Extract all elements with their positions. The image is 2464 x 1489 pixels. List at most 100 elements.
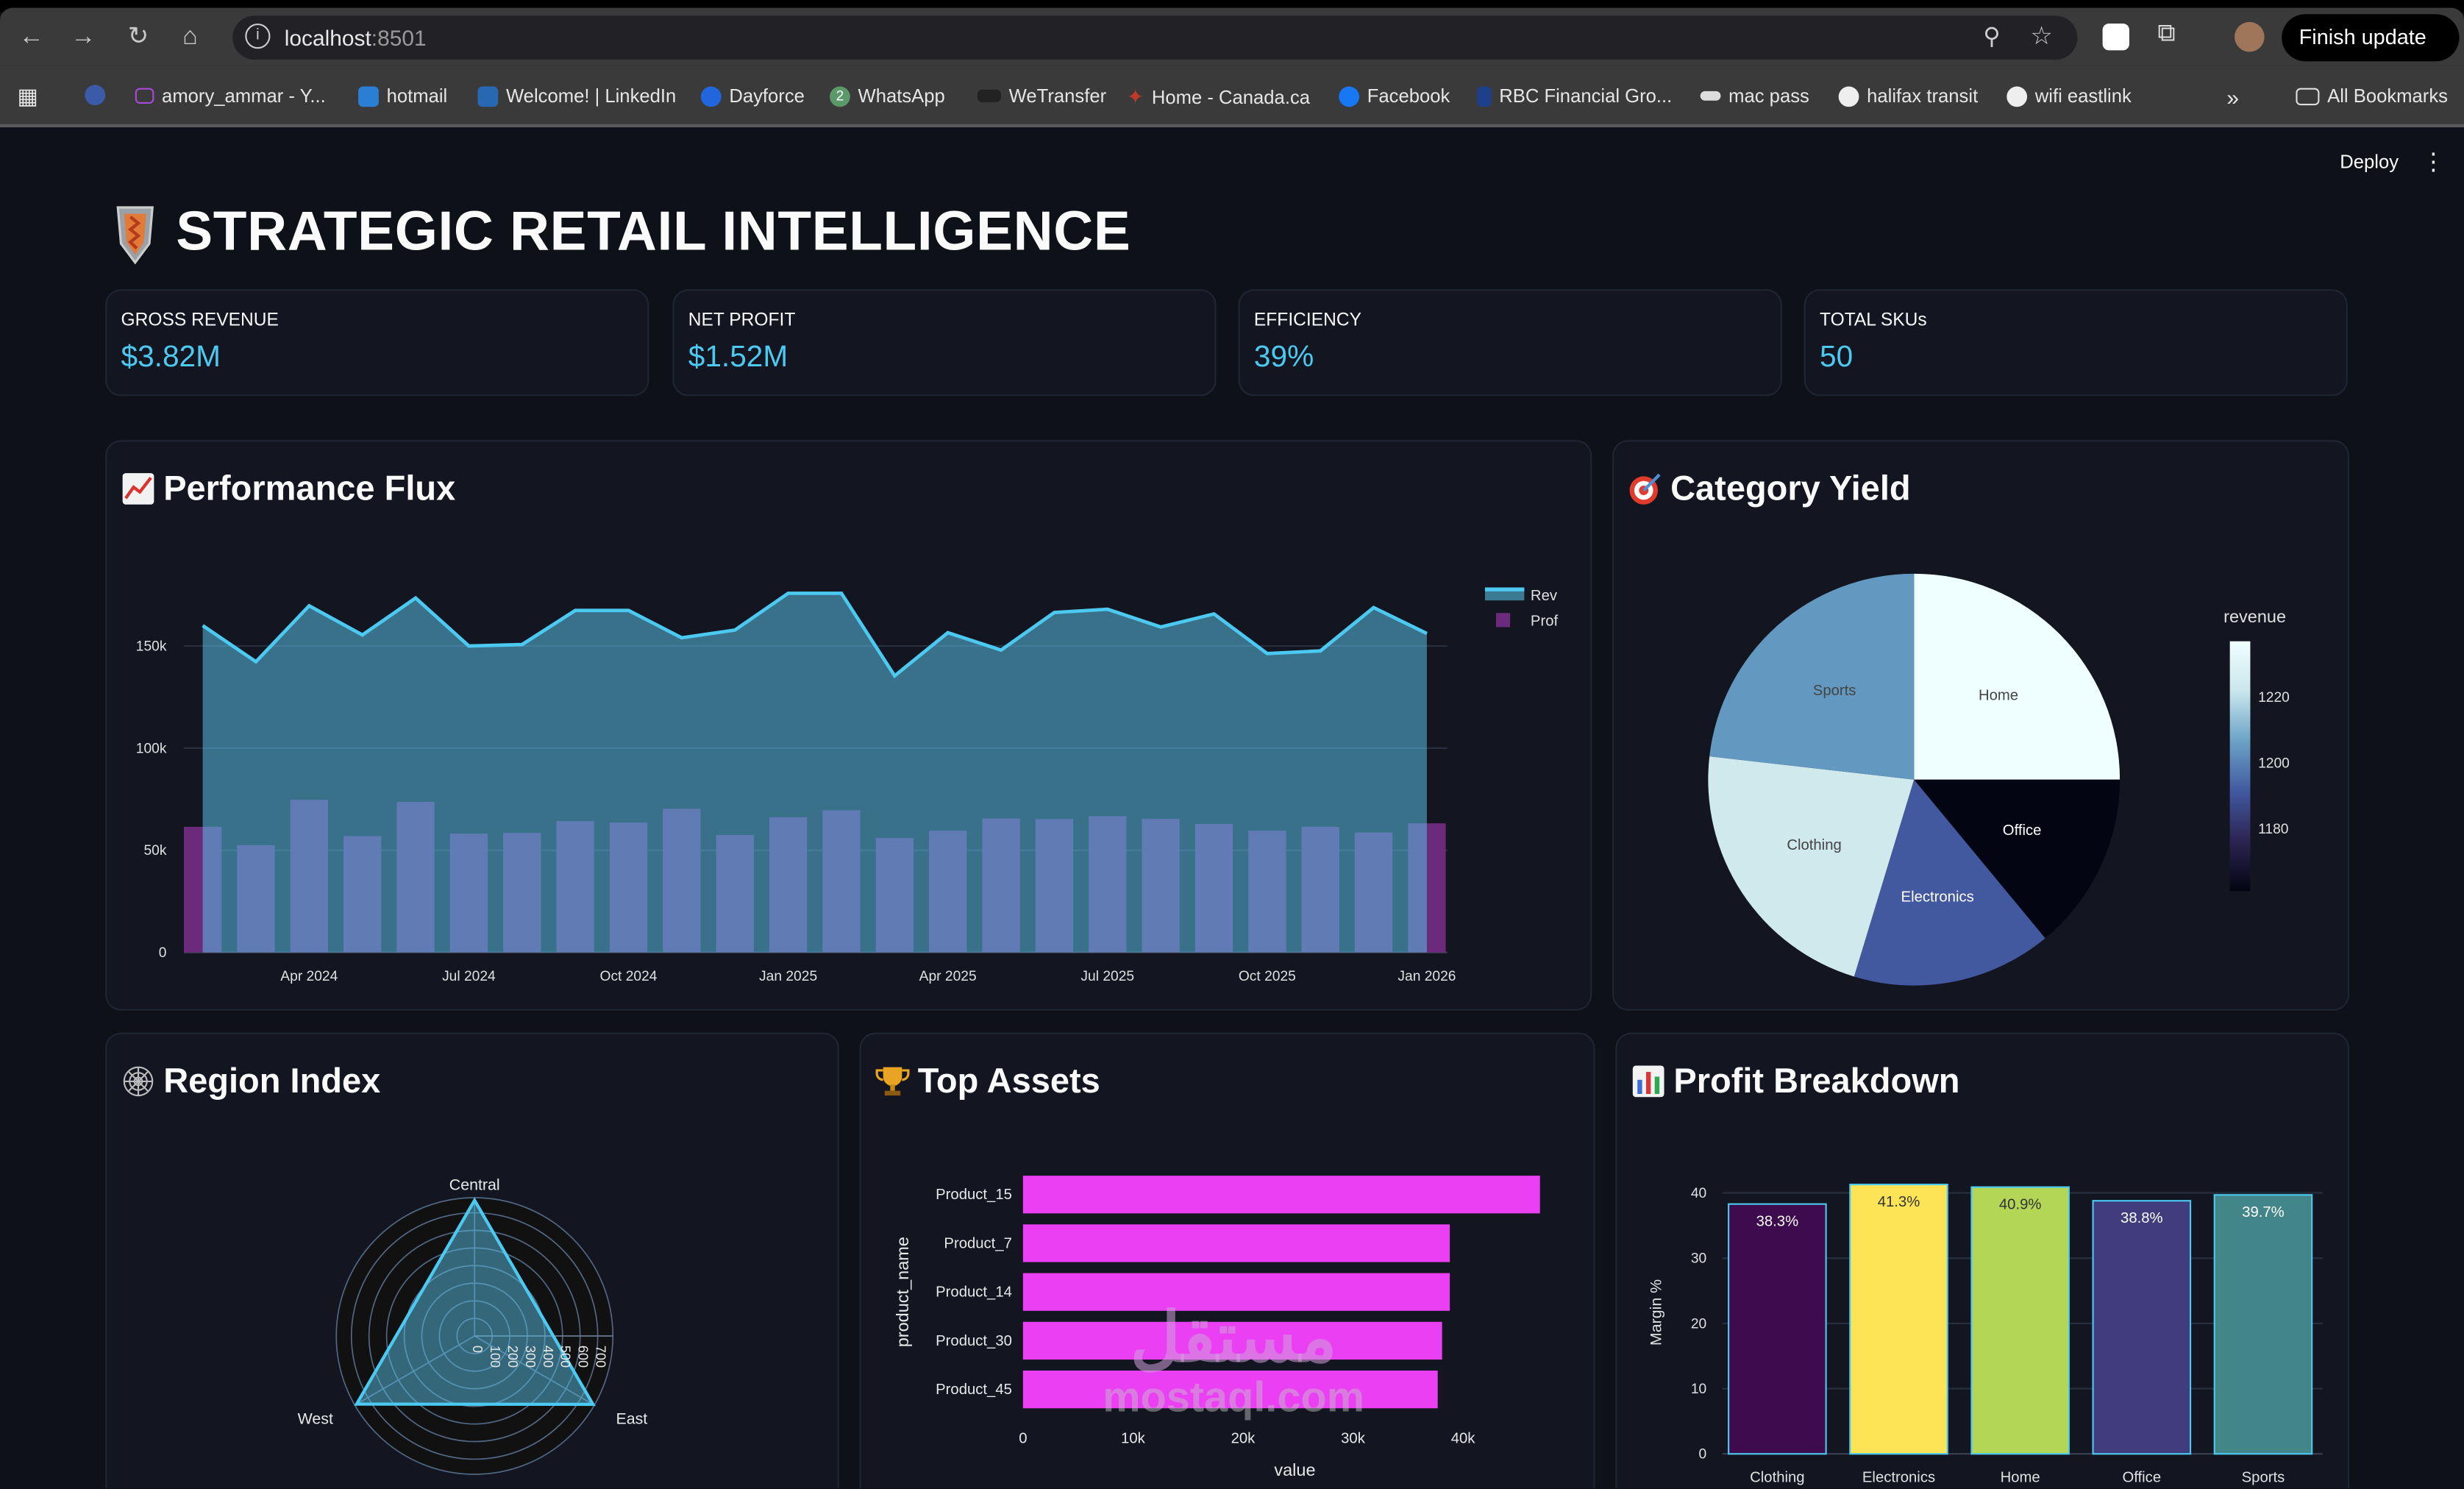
url-text: localhost:8501 [285, 25, 427, 50]
bookmark-label: Welcome! | LinkedIn [505, 85, 677, 107]
all-bookmarks[interactable]: All Bookmarks [2296, 85, 2448, 107]
extension-icon[interactable] [2102, 24, 2129, 51]
x-tick-label: Clothing [1750, 1470, 1804, 1486]
profit-bar [2213, 1194, 2313, 1455]
chart-increasing-icon [122, 473, 154, 505]
asset-label: Product_7 [944, 1235, 1011, 1251]
performance-chart[interactable]: 0 50k 100k 150k Apr 2024 Jul 2024 Oct 2024 Jan … [107, 441, 1592, 1010]
bookmark-item[interactable]: hotmail [358, 85, 447, 107]
pie-label: Clothing [1787, 837, 1841, 853]
pie-slice-home [1914, 573, 2121, 780]
y-tick-label: 30 [1691, 1251, 1706, 1267]
radial-tick-label: 500 [558, 1346, 573, 1368]
bookmark-item[interactable]: Welcome! | LinkedIn [477, 85, 676, 107]
bar-value-label: 38.8% [2121, 1210, 2163, 1226]
pie-slice-office [1914, 779, 2121, 939]
bookmark-item[interactable]: RBC Financial Gro... [1477, 85, 1672, 107]
axis-label-central: Central [449, 1176, 500, 1193]
whatsapp-icon: 2 [830, 85, 850, 107]
finish-update-button[interactable]: Finish update ⋮ [2282, 14, 2460, 96]
card-title: Top Assets [917, 1061, 1100, 1101]
radial-tick-label: 200 [505, 1346, 520, 1368]
rbc-icon [1477, 85, 1492, 107]
avatar[interactable] [2235, 21, 2265, 52]
radial-tick-label: 100 [488, 1346, 502, 1368]
bookmarks-bar: ▦ amory_ammar - Y... hotmail Welcome! | … [0, 65, 2464, 128]
bookmark-label: Facebook [1367, 85, 1450, 107]
legend-rev-swatch [1484, 589, 1525, 601]
hotmail-icon [358, 85, 379, 107]
page-title: STRATEGIC RETAIL INTELLIGENCE [176, 201, 1131, 263]
top-assets-bar-chart[interactable]: Product_15 Product_7 Product_14 Product_30 P… [861, 1034, 1595, 1488]
region-radar-chart[interactable]: 0 100 200 300 400 500 600 700 Central East West [107, 1034, 839, 1488]
y-axis-title: Margin % [1647, 1279, 1664, 1346]
puzzle-icon[interactable]: ⧉ [2157, 20, 2176, 48]
metric-total-skus: TOTAL SKUs 50 [1804, 289, 2348, 397]
x-tick-label: Apr 2024 [280, 969, 338, 984]
x-tick-label: Oct 2024 [600, 969, 658, 984]
colorbar-tick: 1220 [2258, 690, 2290, 706]
shield-icon [116, 206, 154, 265]
asset-label: Product_14 [936, 1284, 1012, 1301]
main-menu-icon[interactable]: ⋮ [2421, 149, 2446, 177]
star-icon[interactable]: ☆ [2030, 24, 2053, 51]
bookmark-label: amory_ammar - Y... [162, 85, 326, 107]
target-icon [1629, 473, 1661, 505]
card-title: Region Index [163, 1061, 381, 1101]
bookmark-globe[interactable] [85, 85, 106, 106]
top-assets-card: Top Assets Product_15 Product_7 Product_14… [859, 1032, 1595, 1489]
radar-area [354, 1197, 596, 1407]
bookmark-label: RBC Financial Gro... [1499, 85, 1673, 107]
x-tick-label: Apr 2025 [919, 969, 977, 984]
home-icon[interactable]: ⌂ [182, 24, 198, 51]
x-tick-label: Jan 2026 [1397, 969, 1456, 984]
radial-tick-label: 400 [541, 1346, 555, 1368]
bookmark-item[interactable]: wifi eastlink [2007, 85, 2132, 107]
y-tick-label: 0 [1699, 1447, 1707, 1463]
deploy-button[interactable]: Deploy [2340, 151, 2399, 174]
metric-label: TOTAL SKUs [1820, 311, 1927, 330]
bookmark-item[interactable]: WeTransfer [977, 85, 1106, 107]
bookmark-item[interactable]: amory_ammar - Y... [135, 85, 326, 107]
apps-grid-icon[interactable]: ▦ [17, 83, 38, 109]
reload-icon[interactable]: ↻ [127, 24, 149, 51]
maple-leaf-icon: ✦ [1126, 85, 1144, 109]
zoom-icon[interactable]: ⚲ [1983, 24, 2001, 51]
bookmark-item[interactable]: mac pass [1700, 85, 1809, 107]
metric-efficiency: EFFICIENCY 39% [1238, 289, 1782, 397]
site-info-icon[interactable]: i [245, 24, 271, 49]
more-bookmarks-icon[interactable]: » [2226, 85, 2240, 110]
card-title: Profit Breakdown [1673, 1061, 1960, 1101]
bookmark-item[interactable]: Facebook [1339, 85, 1450, 107]
bar-value-label: 40.9% [1999, 1197, 2042, 1213]
pie-label: Sports [1813, 683, 1856, 699]
colorbar-tick: 1200 [2258, 756, 2290, 771]
back-icon[interactable]: ← [18, 24, 44, 51]
bookmark-item[interactable]: Dayforce [700, 85, 805, 107]
bar-value-label: 38.3% [1756, 1214, 1799, 1230]
x-tick-label: 10k [1121, 1430, 1146, 1446]
pie-slice-clothing [1708, 756, 1915, 977]
x-tick-label: 20k [1231, 1430, 1256, 1446]
mac-pass-icon [1700, 90, 1721, 101]
profit-breakdown-chart[interactable]: 0 10 20 30 40 38.3% Clothing 41.3% Electronics 40… [1617, 1034, 2349, 1488]
profit-bar [1849, 1183, 1948, 1455]
asset-bar [1022, 1321, 1442, 1360]
address-bar[interactable]: i localhost:8501 ⚲ ☆ [232, 15, 2078, 60]
bookmark-label: Dayforce [729, 85, 805, 107]
revenue-area [202, 593, 1427, 953]
x-tick-label: Oct 2025 [1239, 969, 1296, 984]
category-pie-chart[interactable]: Home Office Electronics Clothing Sports reven… [1614, 441, 2349, 1010]
y-tick-label: 50k [143, 843, 166, 859]
x-tick-label: Jul 2025 [1080, 969, 1134, 984]
bar-value-label: 41.3% [1878, 1194, 1920, 1210]
bookmark-item[interactable]: 2 WhatsApp [830, 85, 945, 107]
bookmark-item[interactable]: ✦ Home - Canada.ca [1127, 85, 1310, 110]
asset-bar [1022, 1176, 1540, 1214]
radial-tick-label: 700 [594, 1346, 608, 1368]
forward-icon[interactable]: → [71, 24, 96, 51]
bookmark-item[interactable]: halifax transit [1838, 85, 1978, 107]
asset-label: Product_30 [936, 1333, 1012, 1349]
x-tick-label: 0 [1019, 1430, 1027, 1446]
